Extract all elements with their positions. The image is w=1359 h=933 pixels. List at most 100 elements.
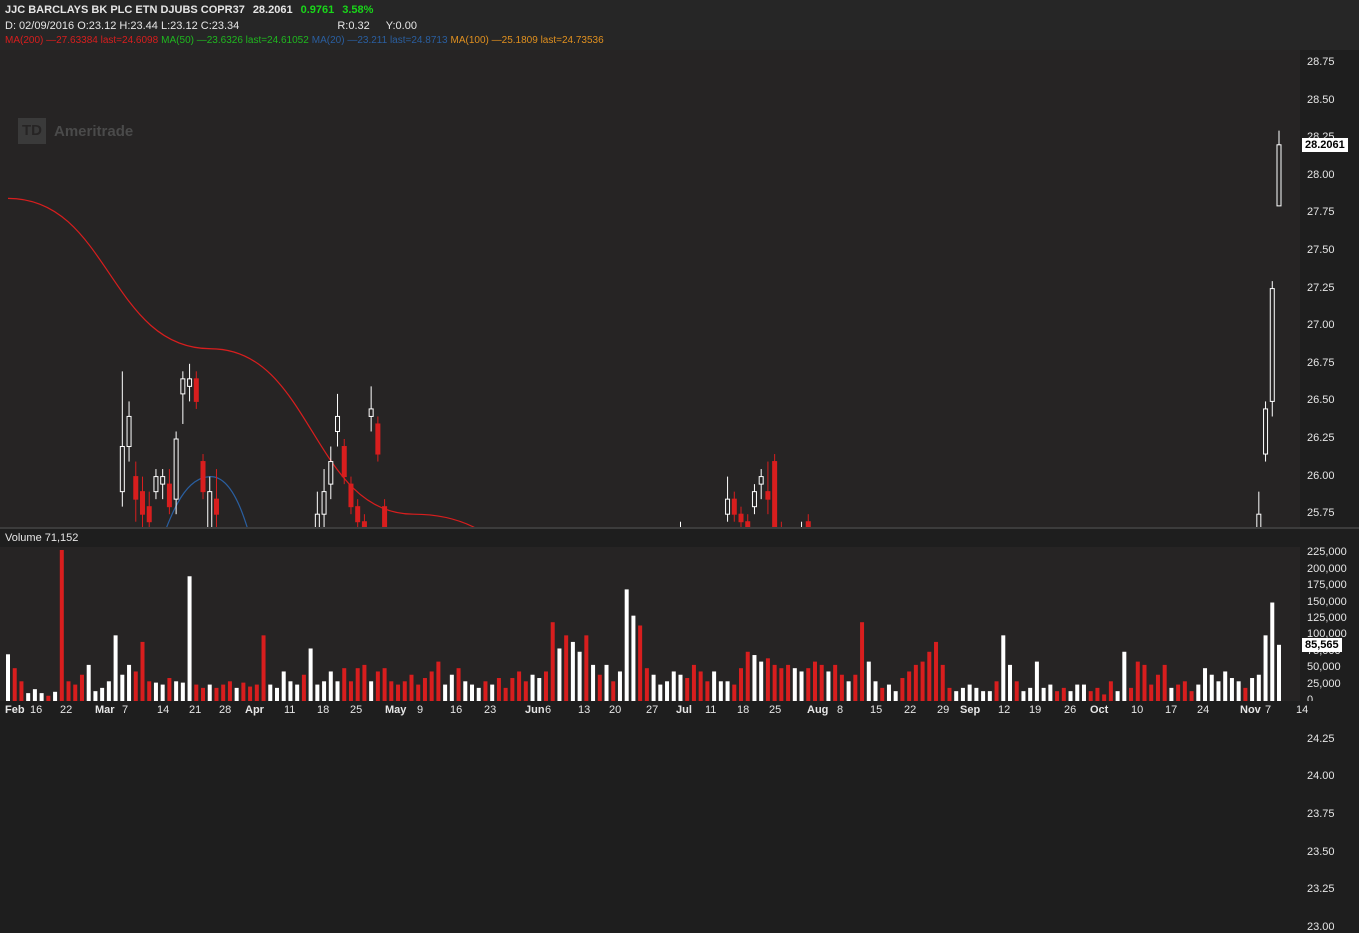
volume-bar[interactable]	[1229, 678, 1234, 701]
volume-bar[interactable]	[261, 635, 266, 701]
volume-bar[interactable]	[301, 674, 306, 701]
volume-bar[interactable]	[812, 661, 817, 701]
candle[interactable]	[751, 484, 757, 515]
volume-bar[interactable]	[860, 622, 865, 701]
candle[interactable]	[765, 461, 771, 515]
volume-bar[interactable]	[100, 687, 105, 701]
volume-bar[interactable]	[308, 648, 313, 701]
study-ma200[interactable]: MA(200) —27.63384 last=24.6098	[5, 35, 159, 46]
volume-bar[interactable]	[1270, 602, 1275, 701]
volume-chart-panel[interactable]	[0, 547, 1300, 701]
volume-bar[interactable]	[611, 681, 616, 701]
volume-bar[interactable]	[967, 684, 972, 701]
volume-bar[interactable]	[422, 678, 427, 701]
volume-bar[interactable]	[732, 684, 737, 701]
volume-bar[interactable]	[470, 684, 475, 701]
volume-bar[interactable]	[523, 681, 528, 701]
volume-bar[interactable]	[274, 687, 279, 701]
candle[interactable]	[1276, 130, 1282, 207]
volume-bar[interactable]	[221, 684, 226, 701]
volume-bar[interactable]	[705, 681, 710, 701]
volume-bar[interactable]	[241, 682, 246, 701]
volume-bar[interactable]	[725, 681, 730, 701]
candle[interactable]	[126, 401, 132, 462]
candle[interactable]	[187, 363, 193, 402]
volume-bar[interactable]	[483, 681, 488, 701]
study-ma20[interactable]: MA(20) —23.211 last=24.8713	[311, 35, 448, 46]
volume-bar[interactable]	[853, 674, 858, 701]
volume-bar[interactable]	[631, 615, 636, 701]
volume-bar[interactable]	[557, 648, 562, 701]
volume-bar[interactable]	[577, 651, 582, 701]
volume-bar[interactable]	[1075, 684, 1080, 701]
volume-bar[interactable]	[1250, 678, 1255, 701]
volume-bar[interactable]	[907, 671, 912, 701]
volume-bar[interactable]	[207, 684, 212, 701]
volume-bar[interactable]	[147, 681, 152, 701]
candle[interactable]	[375, 416, 381, 462]
volume-bar[interactable]	[1102, 694, 1107, 701]
volume-bar[interactable]	[86, 664, 91, 701]
volume-bar[interactable]	[133, 671, 138, 701]
volume-bar[interactable]	[1169, 687, 1174, 701]
volume-bar[interactable]	[1223, 671, 1228, 701]
volume-bar[interactable]	[1155, 674, 1160, 701]
volume-chart[interactable]	[0, 547, 1300, 701]
candle[interactable]	[341, 439, 347, 485]
volume-bar[interactable]	[604, 664, 609, 701]
candle[interactable]	[153, 469, 159, 500]
volume-bar[interactable]	[745, 651, 750, 701]
volume-bar[interactable]	[1209, 674, 1214, 701]
volume-bar[interactable]	[39, 693, 44, 701]
volume-bar[interactable]	[66, 681, 71, 701]
volume-bar[interactable]	[362, 664, 367, 701]
volume-bar[interactable]	[342, 668, 347, 701]
volume-bar[interactable]	[759, 661, 764, 701]
volume-bar[interactable]	[187, 576, 192, 701]
volume-bar[interactable]	[396, 684, 401, 701]
volume-bar[interactable]	[73, 684, 78, 701]
volume-bar[interactable]	[678, 674, 683, 701]
volume-bar[interactable]	[739, 668, 744, 701]
candle[interactable]	[758, 469, 764, 500]
volume-bar[interactable]	[1203, 668, 1208, 701]
volume-bar[interactable]	[819, 664, 824, 701]
volume-bar[interactable]	[19, 681, 24, 701]
volume-bar[interactable]	[1028, 687, 1033, 701]
volume-bar[interactable]	[153, 682, 158, 701]
volume-bar[interactable]	[315, 684, 320, 701]
volume-bar[interactable]	[671, 671, 676, 701]
candle[interactable]	[1269, 281, 1275, 417]
candle[interactable]	[146, 491, 152, 545]
volume-bar[interactable]	[1129, 687, 1134, 701]
volume-bar[interactable]	[1196, 684, 1201, 701]
candle[interactable]	[738, 506, 744, 530]
volume-bar[interactable]	[1256, 674, 1261, 701]
volume-bar[interactable]	[1034, 661, 1039, 701]
volume-bar[interactable]	[53, 691, 58, 701]
candle[interactable]	[725, 476, 731, 522]
volume-bar[interactable]	[1216, 681, 1221, 701]
volume-bar[interactable]	[106, 681, 111, 701]
volume-bar[interactable]	[638, 625, 643, 702]
volume-bar[interactable]	[893, 691, 898, 701]
volume-bar[interactable]	[12, 668, 17, 701]
volume-bar[interactable]	[920, 661, 925, 701]
candle[interactable]	[348, 476, 354, 515]
candle[interactable]	[173, 431, 179, 515]
study-ma100[interactable]: MA(100) —25.1809 last=24.73536	[450, 35, 604, 46]
volume-bar[interactable]	[449, 674, 454, 701]
volume-bar[interactable]	[281, 671, 286, 701]
volume-bar[interactable]	[665, 681, 670, 701]
volume-bar[interactable]	[389, 681, 394, 701]
volume-bar[interactable]	[974, 687, 979, 701]
volume-bar[interactable]	[409, 674, 414, 701]
volume-bar[interactable]	[174, 681, 179, 701]
volume-bar[interactable]	[1142, 664, 1147, 701]
volume-bar[interactable]	[369, 681, 374, 701]
candle[interactable]	[166, 469, 172, 515]
volume-bar[interactable]	[429, 671, 434, 701]
volume-bar[interactable]	[1088, 691, 1093, 701]
candle[interactable]	[731, 491, 737, 522]
volume-bar[interactable]	[1263, 635, 1268, 701]
